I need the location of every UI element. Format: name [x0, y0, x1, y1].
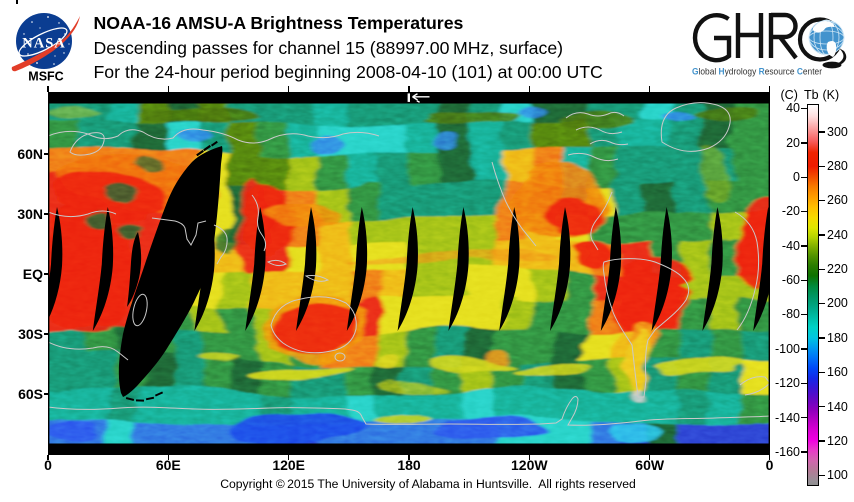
svg-text:MSFC: MSFC	[28, 70, 63, 84]
svg-text:NASA: NASA	[22, 36, 65, 52]
svg-text:Global Hydrology Resource Cent: Global Hydrology Resource Center	[692, 67, 823, 78]
